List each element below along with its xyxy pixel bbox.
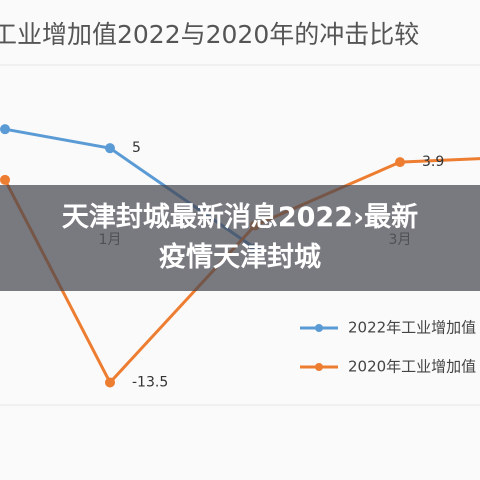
data-point: [395, 157, 405, 168]
data-point: [105, 377, 115, 388]
chart-title: 工业增加值2022与2020年的冲击比较: [0, 20, 419, 49]
banner: 天津封城最新消息2022›最新疫情天津封城: [0, 185, 480, 291]
data-point: [0, 174, 10, 185]
legend-label: 2022年工业增加值: [348, 319, 476, 337]
data-point: [105, 143, 115, 154]
legend-label: 2020年工业增加值: [348, 358, 476, 376]
data-label: 3.9: [422, 154, 444, 170]
data-label: -13.5: [132, 374, 168, 390]
legend-marker: [315, 363, 323, 371]
banner-text: 天津封城最新消息2022›最新疫情天津封城: [61, 202, 419, 273]
data-point: [0, 124, 10, 135]
legend-marker: [315, 324, 323, 332]
data-label: 5: [132, 140, 141, 156]
